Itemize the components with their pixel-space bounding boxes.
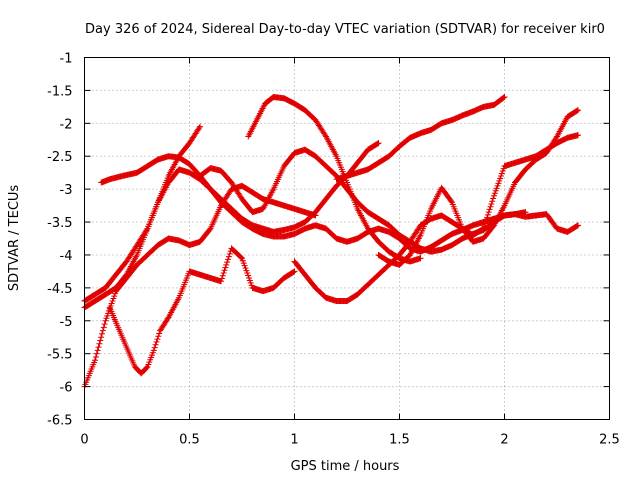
x-tick-label: 2 (500, 433, 508, 448)
data-point (225, 256, 231, 263)
data-point (575, 132, 581, 139)
data-point (92, 357, 98, 364)
data-point (153, 338, 160, 345)
x-tick-label: 0.5 (179, 433, 200, 448)
data-point (95, 344, 102, 351)
y-tick-label: -3.5 (47, 216, 72, 231)
data-point (94, 347, 101, 354)
data-point (96, 340, 103, 347)
data-point (99, 330, 105, 337)
data-point (218, 278, 224, 285)
data-point (501, 93, 508, 100)
data-point (143, 226, 150, 233)
y-axis-label: SDTVAR / TECUs (7, 185, 22, 292)
data-point (574, 107, 581, 114)
data-point (374, 140, 381, 147)
x-tick-labels: 0 0.5 1 1.5 2 2.5 (80, 433, 619, 448)
data-point (291, 268, 298, 275)
data-point (489, 198, 496, 205)
x-tick-label: 1.5 (389, 433, 410, 448)
data-point (152, 341, 159, 348)
data-point (487, 203, 494, 210)
data-point (92, 353, 99, 360)
y-tick-label: -1 (60, 52, 73, 67)
data-point (98, 334, 105, 341)
x-tick-label: 1 (290, 433, 298, 448)
x-axis-label: GPS time / hours (291, 459, 400, 474)
data-point (290, 268, 297, 275)
data-point (483, 217, 490, 224)
data-point (97, 337, 104, 344)
data-point (150, 347, 157, 354)
data-point (218, 275, 225, 282)
data-point (479, 226, 486, 233)
data-point (100, 324, 107, 331)
data-point (151, 344, 158, 351)
data-point (486, 206, 493, 213)
y-tick-label: -5.5 (47, 348, 72, 363)
y-tick-label: -6.5 (47, 414, 72, 429)
data-point (223, 261, 230, 268)
data-point (575, 222, 581, 229)
data-points (81, 93, 581, 390)
data-point (322, 132, 329, 139)
data-point (417, 255, 424, 262)
data-point (448, 198, 455, 205)
data-point (482, 220, 489, 227)
data-point (196, 124, 203, 131)
data-point (485, 209, 492, 216)
data-point (226, 250, 233, 257)
y-tick-label: -2.5 (47, 150, 72, 165)
data-point (238, 254, 245, 261)
data-point (500, 94, 507, 101)
data-point (575, 107, 581, 114)
data-point (484, 214, 490, 221)
data-point (224, 259, 231, 266)
x-tick-label: 2.5 (599, 433, 620, 448)
chart-title: Day 326 of 2024, Sidereal Day-to-day VTE… (85, 22, 605, 37)
x-tick-label: 0 (80, 433, 88, 448)
data-point (206, 226, 213, 233)
data-point (222, 264, 229, 271)
data-point (484, 211, 491, 218)
data-point (101, 321, 108, 328)
data-point (156, 330, 163, 337)
data-point (93, 350, 100, 357)
data-point (480, 225, 487, 232)
y-tick-label: -4.5 (47, 282, 72, 297)
data-point (220, 270, 227, 277)
data-point (375, 140, 382, 147)
y-tick-label: -6 (60, 381, 73, 396)
plot-frame (84, 57, 610, 420)
data-point (481, 222, 488, 229)
data-point (553, 134, 560, 141)
data-point (197, 123, 203, 130)
y-tick-labels: -1 -1.5 -2 -2.5 -3 -3.5 -4 -4.5 -5 -5.5 -6 -6.5 (47, 52, 72, 429)
data-point (490, 195, 497, 202)
axis-ticks (84, 57, 610, 420)
data-point (99, 327, 106, 334)
data-point (143, 364, 150, 371)
y-tick-label: -3 (60, 183, 73, 198)
data-point (221, 267, 228, 274)
data-point (219, 272, 226, 279)
y-tick-label: -4 (60, 249, 73, 264)
data-point (155, 333, 162, 340)
y-tick-label: -2 (60, 117, 73, 132)
data-point (225, 253, 232, 260)
data-point (154, 336, 161, 343)
y-tick-label: -1.5 (47, 84, 72, 99)
data-point (574, 222, 581, 229)
data-point (488, 200, 495, 207)
y-tick-label: -5 (60, 315, 73, 330)
